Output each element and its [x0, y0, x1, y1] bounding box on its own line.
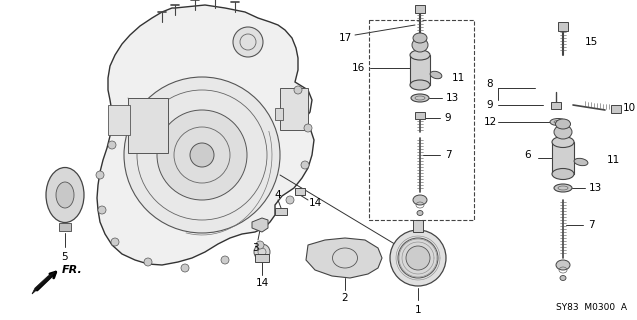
Ellipse shape — [550, 118, 566, 125]
Bar — [295, 188, 305, 195]
Bar — [128, 98, 168, 153]
Ellipse shape — [410, 50, 430, 60]
Text: SY83  M0300  A: SY83 M0300 A — [556, 303, 627, 312]
Ellipse shape — [552, 169, 574, 180]
Circle shape — [111, 238, 119, 246]
Circle shape — [221, 256, 229, 264]
Bar — [413, 220, 423, 232]
Bar — [275, 208, 287, 215]
Circle shape — [157, 110, 247, 200]
Text: 14: 14 — [255, 278, 269, 288]
Circle shape — [108, 141, 116, 149]
Text: 4: 4 — [275, 190, 282, 200]
Bar — [369, 20, 474, 220]
Bar — [280, 88, 308, 130]
Circle shape — [96, 171, 104, 179]
Circle shape — [256, 241, 264, 249]
Text: 9: 9 — [487, 100, 493, 110]
Circle shape — [301, 161, 309, 169]
Ellipse shape — [413, 33, 427, 43]
Bar — [551, 102, 561, 109]
Bar — [59, 223, 71, 231]
Ellipse shape — [413, 195, 427, 205]
Circle shape — [254, 244, 270, 260]
Circle shape — [294, 86, 302, 94]
Ellipse shape — [560, 276, 566, 281]
Circle shape — [181, 264, 189, 272]
Text: 6: 6 — [525, 150, 531, 160]
Text: 11: 11 — [452, 73, 464, 83]
Bar — [275, 108, 283, 120]
Text: 7: 7 — [445, 150, 451, 160]
Bar — [415, 112, 425, 119]
Ellipse shape — [417, 211, 423, 215]
Ellipse shape — [430, 71, 442, 79]
Text: 13: 13 — [445, 93, 459, 103]
Text: 7: 7 — [588, 220, 594, 230]
Text: 2: 2 — [341, 293, 348, 303]
Ellipse shape — [412, 38, 428, 52]
Bar — [255, 254, 269, 262]
Circle shape — [390, 230, 446, 286]
Text: 15: 15 — [584, 37, 598, 47]
Text: 3: 3 — [252, 243, 259, 253]
Text: 5: 5 — [62, 252, 68, 262]
Circle shape — [190, 143, 214, 167]
Text: 9: 9 — [445, 113, 451, 123]
Text: 10: 10 — [622, 103, 636, 113]
Text: 11: 11 — [606, 155, 620, 165]
Circle shape — [398, 238, 438, 278]
Circle shape — [286, 196, 294, 204]
Bar — [108, 105, 130, 135]
Text: 17: 17 — [338, 33, 352, 43]
Ellipse shape — [574, 158, 588, 166]
Polygon shape — [97, 5, 314, 265]
Ellipse shape — [56, 182, 74, 208]
Circle shape — [98, 206, 106, 214]
Bar — [415, 5, 425, 13]
Circle shape — [124, 77, 280, 233]
Circle shape — [233, 27, 263, 57]
Text: FR.: FR. — [62, 265, 83, 275]
Polygon shape — [306, 238, 382, 278]
Bar — [558, 22, 568, 31]
Circle shape — [406, 246, 430, 270]
Text: 14: 14 — [308, 198, 322, 208]
Ellipse shape — [46, 167, 84, 222]
Ellipse shape — [552, 137, 574, 148]
Ellipse shape — [555, 119, 571, 129]
Ellipse shape — [554, 184, 572, 192]
Ellipse shape — [556, 260, 570, 270]
Polygon shape — [32, 272, 55, 294]
Bar — [611, 105, 621, 113]
Text: 8: 8 — [487, 79, 493, 89]
Circle shape — [304, 124, 312, 132]
Text: 13: 13 — [589, 183, 601, 193]
Ellipse shape — [554, 125, 572, 139]
Text: 16: 16 — [352, 63, 364, 73]
Circle shape — [144, 258, 152, 266]
Bar — [410, 55, 430, 85]
Ellipse shape — [410, 80, 430, 90]
Text: 12: 12 — [483, 117, 497, 127]
Text: 1: 1 — [415, 305, 421, 315]
Polygon shape — [252, 218, 268, 232]
Ellipse shape — [411, 94, 429, 102]
Bar — [552, 142, 574, 174]
